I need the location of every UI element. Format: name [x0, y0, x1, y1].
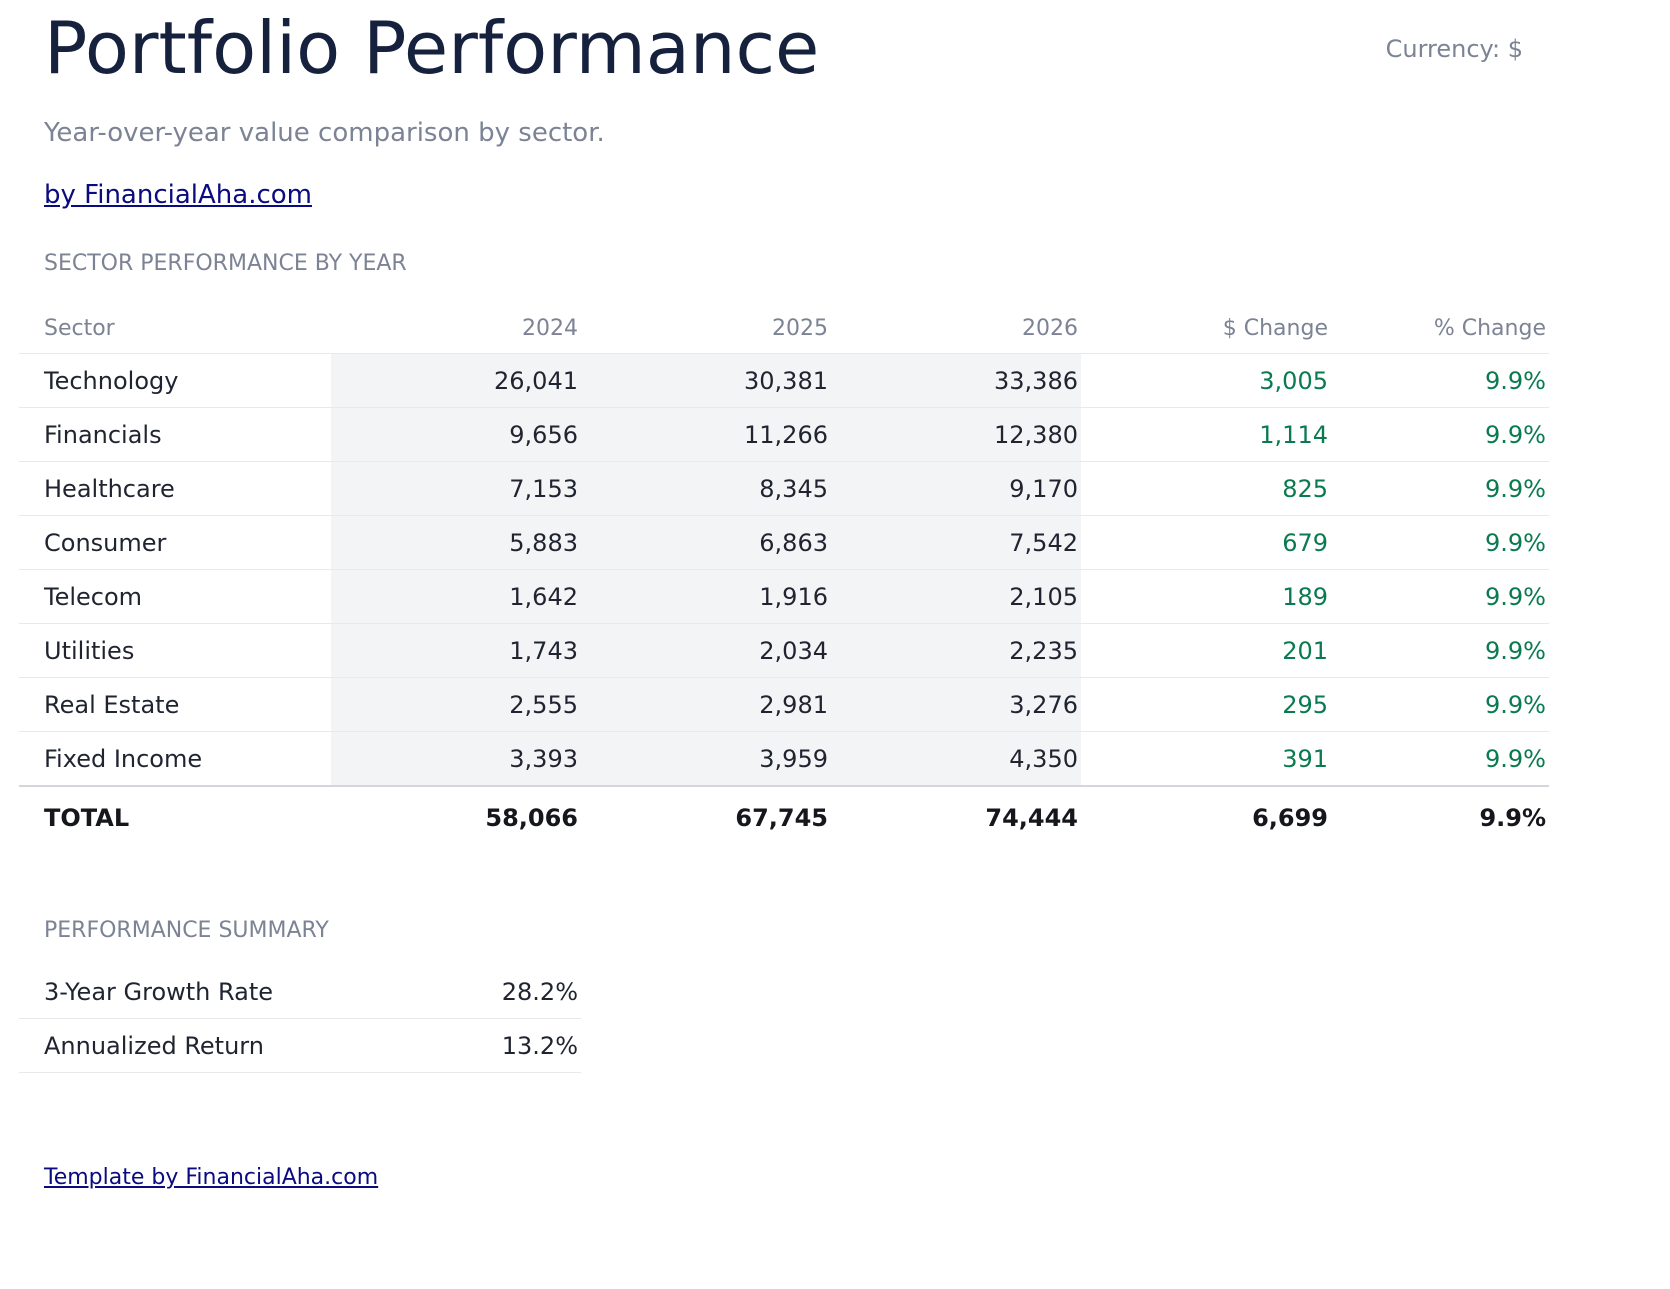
sector-name: Healthcare: [19, 461, 331, 516]
column-header: 2024: [522, 315, 578, 341]
sector-row: Telecom 1,642 1,916 2,105 189 9.9%: [19, 569, 1549, 624]
cell: 1,916: [581, 569, 831, 624]
cell: 9.9%: [1331, 569, 1549, 624]
cell: 7,542: [831, 515, 1081, 570]
cell: 295: [1081, 677, 1331, 732]
cell: 9.9%: [1331, 353, 1549, 408]
column-header: Sector: [44, 315, 115, 341]
total-row: TOTAL 58,066 67,745 74,444 6,699 9.9%: [19, 785, 1549, 849]
summary-label: 3-Year Growth Rate: [19, 965, 331, 1019]
cell: 201: [1081, 623, 1331, 678]
cell: 11,266: [581, 407, 831, 462]
cell: 4,350: [831, 731, 1081, 786]
cell: 1,743: [331, 623, 581, 678]
cell: 9.9%: [1331, 461, 1549, 516]
total-cell: TOTAL: [19, 785, 331, 849]
sector-name: Technology: [19, 353, 331, 408]
cell: 12,380: [831, 407, 1081, 462]
sector-table: Sector 2024 2025 2026 $ Change % Change Techno…: [19, 303, 1549, 849]
cell: 33,386: [831, 353, 1081, 408]
cell: 3,005: [1081, 353, 1331, 408]
cell: 825: [1081, 461, 1331, 516]
sector-name: Utilities: [19, 623, 331, 678]
total-cell: 6,699: [1081, 785, 1331, 849]
sector-name: Financials: [19, 407, 331, 462]
cell: 3,276: [831, 677, 1081, 732]
column-header: $ Change: [1222, 315, 1328, 341]
cell: 9.9%: [1331, 623, 1549, 678]
sector-name: Real Estate: [19, 677, 331, 732]
cell: 2,034: [581, 623, 831, 678]
cell: 9,656: [331, 407, 581, 462]
cell: 1,642: [331, 569, 581, 624]
currency: Currency: $: [1385, 35, 1523, 63]
cell: 2,981: [581, 677, 831, 732]
cell: 679: [1081, 515, 1331, 570]
total-cell: 74,444: [831, 785, 1081, 849]
sector-row: Financials 9,656 11,266 12,380 1,114 9.9%: [19, 407, 1549, 462]
sector-row: Utilities 1,743 2,034 2,235 201 9.9%: [19, 623, 1549, 678]
summary-table: 3-Year Growth Rate 28.2% Annualized Return…: [19, 965, 581, 1073]
total-cell: 67,745: [581, 785, 831, 849]
summary-label: Annualized Return: [19, 1018, 331, 1073]
sector-row: Fixed Income 3,393 3,959 4,350 391 9.9%: [19, 731, 1549, 786]
summary-value: 13.2%: [331, 1018, 581, 1073]
table-caption: SECTOR PERFORMANCE BY YEAR: [44, 251, 407, 276]
sector-row: Healthcare 7,153 8,345 9,170 825 9.9%: [19, 461, 1549, 516]
subtitle: Year-over-year value comparison by secto…: [44, 118, 605, 148]
summary-row: Annualized Return 13.2%: [19, 1018, 581, 1073]
header-row: Sector 2024 2025 2026 $ Change % Change: [19, 303, 1549, 354]
cell: 9.9%: [1331, 731, 1549, 786]
cell: 2,235: [831, 623, 1081, 678]
sector-row: Real Estate 2,555 2,981 3,276 295 9.9%: [19, 677, 1549, 732]
sector-name: Consumer: [19, 515, 331, 570]
summary-caption: PERFORMANCE SUMMARY: [44, 918, 329, 943]
cell: 189: [1081, 569, 1331, 624]
total-cell: 9.9%: [1331, 785, 1549, 849]
summary-value: 28.2%: [331, 965, 581, 1019]
cell: 9,170: [831, 461, 1081, 516]
footer-link[interactable]: Template by FinancialAha.com: [44, 1165, 379, 1190]
column-header: 2026: [1022, 315, 1078, 341]
cell: 26,041: [331, 353, 581, 408]
cell: 8,345: [581, 461, 831, 516]
title: Portfolio Performance: [44, 6, 820, 90]
sector-name: Telecom: [19, 569, 331, 624]
cell: 3,393: [331, 731, 581, 786]
cell: 2,105: [831, 569, 1081, 624]
cell: 9.9%: [1331, 677, 1549, 732]
cell: 6,863: [581, 515, 831, 570]
cell: 30,381: [581, 353, 831, 408]
column-header: % Change: [1433, 315, 1546, 341]
sector-row: Consumer 5,883 6,863 7,542 679 9.9%: [19, 515, 1549, 570]
cell: 391: [1081, 731, 1331, 786]
summary-row: 3-Year Growth Rate 28.2%: [19, 965, 581, 1019]
total-cell: 58,066: [331, 785, 581, 849]
sector-name: Fixed Income: [19, 731, 331, 786]
cell: 9.9%: [1331, 515, 1549, 570]
cell: 5,883: [331, 515, 581, 570]
sector-row: Technology 26,041 30,381 33,386 3,005 9.9%: [19, 353, 1549, 408]
cell: 3,959: [581, 731, 831, 786]
cell: 7,153: [331, 461, 581, 516]
column-header: 2025: [772, 315, 828, 341]
cell: 9.9%: [1331, 407, 1549, 462]
source-link[interactable]: by FinancialAha.com: [44, 180, 312, 210]
cell: 1,114: [1081, 407, 1331, 462]
cell: 2,555: [331, 677, 581, 732]
